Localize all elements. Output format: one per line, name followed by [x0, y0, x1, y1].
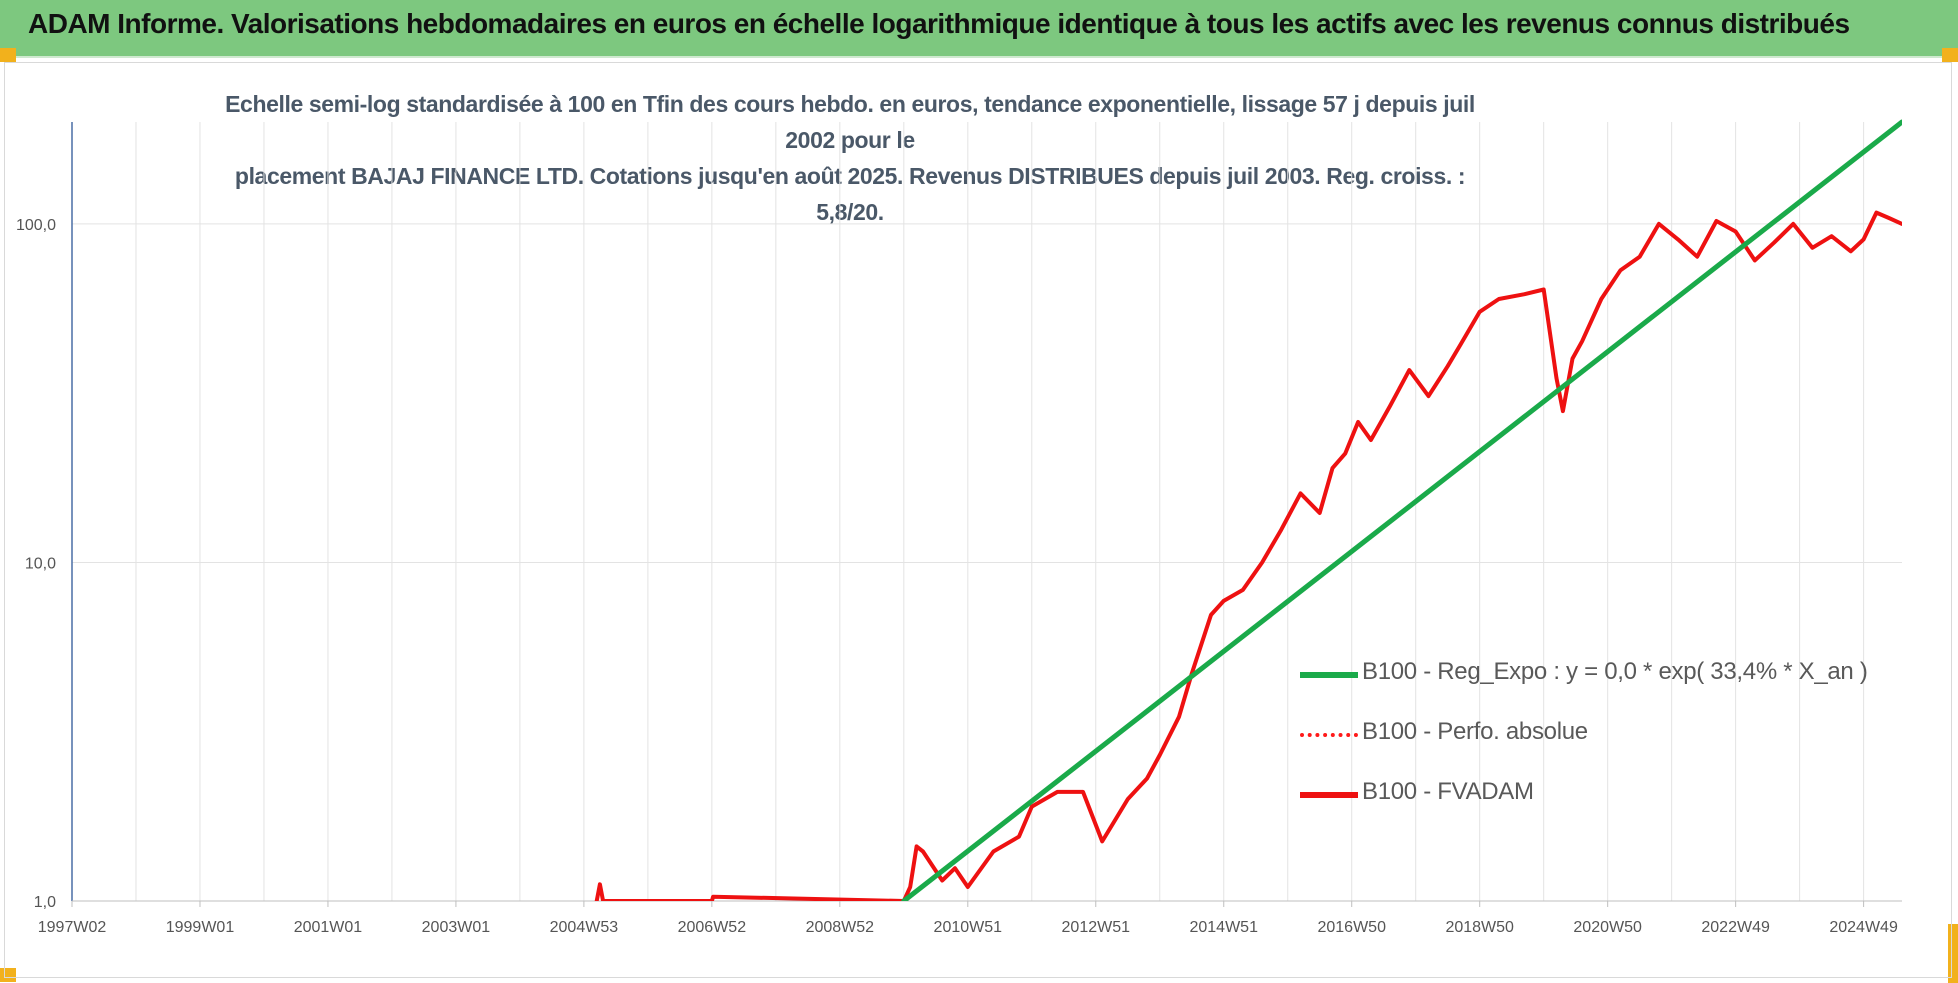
- legend-swatch-fvadam: [1300, 792, 1358, 798]
- corner-marker-top-left: [0, 48, 16, 62]
- y-tick-label: 10,0: [25, 555, 56, 572]
- x-tick-label: 2008W52: [806, 919, 875, 936]
- legend-swatch-perfo-absolue: [1300, 733, 1358, 737]
- x-tick-label: 2010W51: [934, 919, 1003, 936]
- grid: [71, 122, 1902, 902]
- x-tick-label: 2004W53: [550, 919, 619, 936]
- y-tick-label: 100,0: [16, 217, 56, 234]
- legend: B100 - Reg_Expo : y = 0,0 * exp( 33,4% *…: [1300, 652, 1868, 832]
- page-title: ADAM Informe. Valorisations hebdomadaire…: [28, 8, 1850, 39]
- x-tick-label: 2024W49: [1829, 919, 1898, 936]
- x-tick-label: 1997W02: [38, 919, 107, 936]
- legend-label-perfo-absolue: B100 - Perfo. absolue: [1362, 718, 1588, 745]
- legend-label-reg-expo: B100 - Reg_Expo : y = 0,0 * exp( 33,4% *…: [1362, 658, 1868, 685]
- x-tick-label: 2003W01: [422, 919, 491, 936]
- x-tick-label: 2016W50: [1317, 919, 1386, 936]
- chart-title: Echelle semi-log standardisée à 100 en T…: [200, 86, 1500, 230]
- legend-label-fvadam: B100 - FVADAM: [1362, 778, 1534, 805]
- header-banner: ADAM Informe. Valorisations hebdomadaire…: [0, 0, 1958, 58]
- y-tick-label: 1,0: [34, 894, 56, 911]
- corner-marker-bottom-right: [1948, 924, 1958, 983]
- legend-swatch-reg-expo: [1300, 672, 1358, 678]
- series-line-reg-expo: [901, 119, 1902, 901]
- series-layer: [594, 119, 1902, 901]
- x-tick-label: 2022W49: [1701, 919, 1770, 936]
- x-tick-label: 2014W51: [1189, 919, 1258, 936]
- tick-labels: 1,0 10,0 100,0 1997W02 1999W01 2001W01 2003W01…: [16, 217, 1898, 936]
- legend-item-perfo-absolue: B100 - Perfo. absolue: [1300, 712, 1860, 772]
- x-tick-label: 2018W50: [1445, 919, 1514, 936]
- x-tick-label: 2006W52: [678, 919, 747, 936]
- x-tick-label: 2020W50: [1573, 919, 1642, 936]
- legend-item-reg-expo: B100 - Reg_Expo : y = 0,0 * exp( 33,4% *…: [1300, 652, 1868, 712]
- chart-title-line-2: placement BAJAJ FINANCE LTD. Cotations j…: [234, 163, 1466, 225]
- axes: [71, 122, 1902, 907]
- series-line-fvadam: [594, 210, 1902, 901]
- corner-marker-top-right: [1942, 48, 1958, 62]
- x-tick-label: 2001W01: [294, 919, 363, 936]
- chart-frame: [4, 62, 1952, 978]
- legend-item-fvadam: B100 - FVADAM: [1300, 772, 1860, 832]
- x-tick-label: 1999W01: [166, 919, 235, 936]
- chart-title-line-1: Echelle semi-log standardisée à 100 en T…: [225, 91, 1475, 153]
- x-tick-label: 2012W51: [1062, 919, 1131, 936]
